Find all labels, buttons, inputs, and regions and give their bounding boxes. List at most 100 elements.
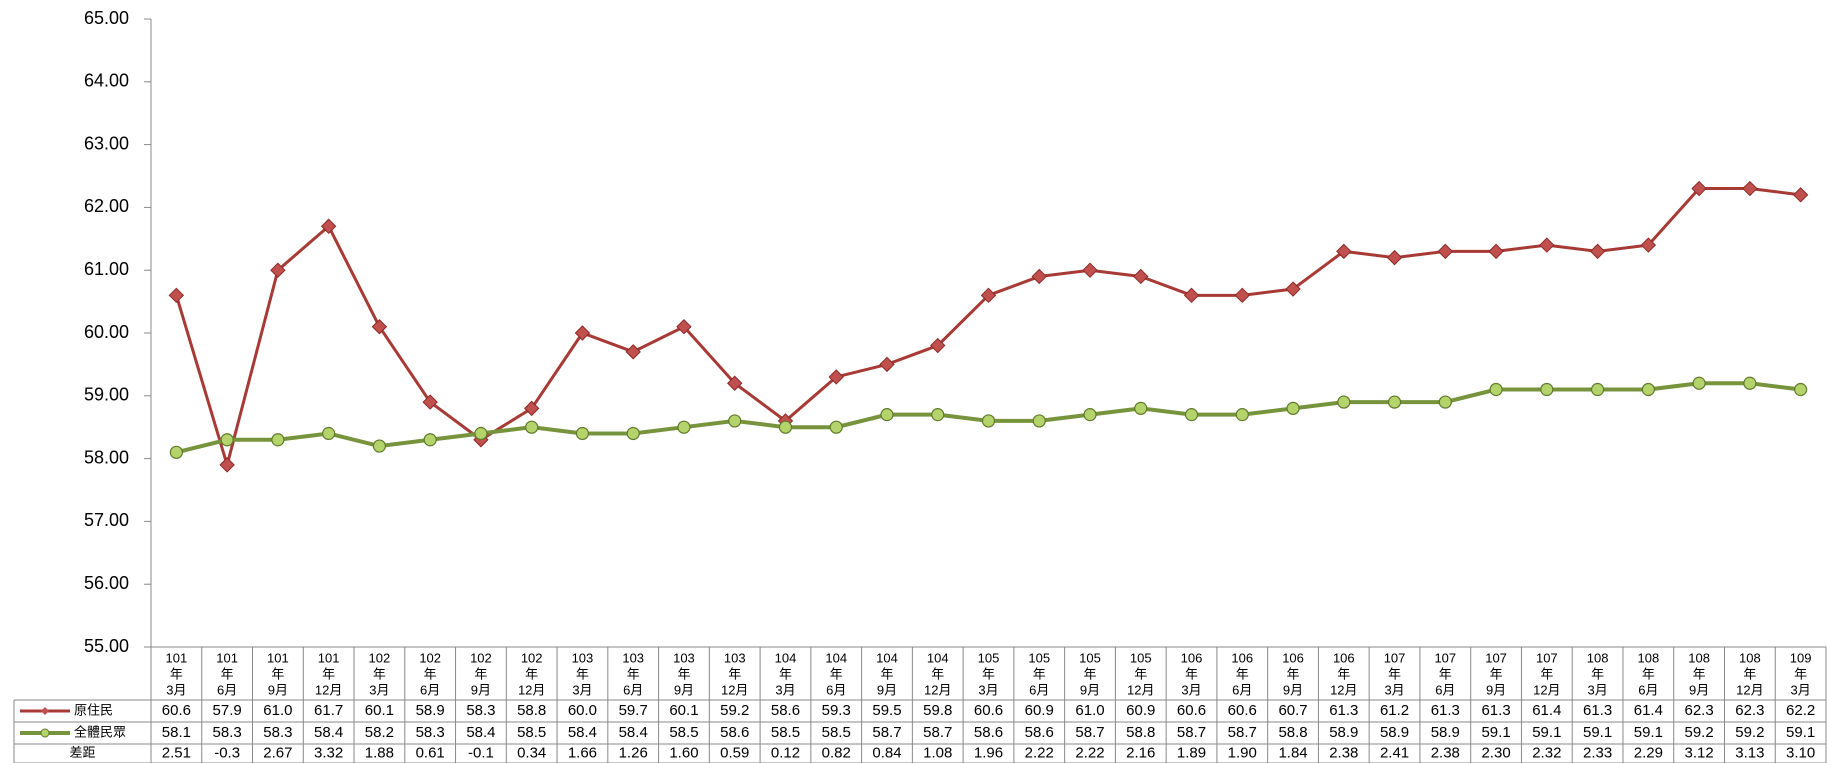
table-value: 61.3 [1329, 702, 1358, 719]
table-value: 2.67 [263, 744, 292, 761]
point-marker [829, 420, 843, 434]
table-value: 1.90 [1228, 744, 1257, 761]
x-tick-label: 12月 [1533, 682, 1560, 697]
point-marker [1590, 382, 1605, 397]
table-value: 2.29 [1634, 744, 1663, 761]
table-value: 0.12 [771, 744, 800, 761]
x-tick-label: 102 [470, 650, 492, 665]
table-value: 0.84 [872, 744, 901, 761]
y-tick-label: 63.00 [84, 133, 129, 153]
point-marker [1437, 243, 1454, 260]
table-value: 59.1 [1583, 724, 1612, 741]
point-marker [1387, 395, 1402, 409]
point-marker [1438, 395, 1452, 409]
table-value: 58.6 [974, 724, 1003, 741]
table-value: 1.88 [365, 744, 394, 761]
y-tick-label: 59.00 [84, 385, 129, 405]
x-tick-label: 103 [622, 650, 644, 665]
table-value: 59.7 [619, 702, 648, 719]
x-tick-label: 107 [1536, 650, 1558, 665]
x-tick-label: 3月 [1384, 682, 1404, 697]
legend-marker [41, 707, 49, 715]
x-tick-label: 年 [982, 666, 995, 681]
table-value: 2.38 [1431, 744, 1460, 761]
table-value: 59.5 [872, 702, 901, 719]
point-marker [1743, 376, 1757, 390]
y-tick-label: 61.00 [84, 259, 129, 279]
x-tick-label: 103 [572, 650, 594, 665]
x-tick-label: 107 [1485, 650, 1507, 665]
table-value: 60.6 [974, 702, 1003, 719]
x-tick-label: 9月 [877, 682, 897, 697]
y-tick-label: 65.00 [84, 8, 129, 28]
table-value: 2.16 [1126, 744, 1155, 761]
table-value: 2.51 [162, 744, 191, 761]
x-tick-label: 12月 [924, 682, 951, 697]
table-value: 59.1 [1481, 724, 1510, 741]
point-marker [372, 439, 387, 453]
table-value: 61.0 [263, 702, 292, 719]
x-tick-label: 年 [474, 666, 487, 681]
x-tick-label: 109 [1790, 650, 1812, 665]
table-value: 61.3 [1431, 702, 1460, 719]
table-value: 3.12 [1685, 744, 1714, 761]
table-value: 59.1 [1786, 724, 1815, 741]
point-marker [1031, 268, 1047, 285]
point-marker [1235, 408, 1249, 422]
x-tick-label: 年 [170, 666, 183, 681]
point-marker [930, 337, 946, 354]
table-value: 3.32 [314, 744, 343, 761]
table-value: 58.6 [720, 724, 749, 741]
point-marker [1234, 287, 1250, 304]
table-value: 58.7 [872, 724, 901, 741]
y-tick-label: 58.00 [84, 447, 129, 467]
x-tick-label: 104 [927, 650, 949, 665]
x-tick-label: 9月 [471, 682, 491, 697]
table-value: 58.8 [1278, 724, 1307, 741]
table-value: 60.6 [1228, 702, 1257, 719]
x-tick-label: 年 [1287, 666, 1300, 681]
table-value: 3.10 [1786, 744, 1815, 761]
table-value: 59.1 [1634, 724, 1663, 741]
point-marker [1336, 243, 1352, 260]
point-marker [879, 356, 895, 373]
point-marker [676, 319, 692, 335]
x-tick-label: 103 [724, 650, 746, 665]
table-value: 58.5 [822, 724, 851, 741]
point-marker [1285, 281, 1301, 297]
x-tick-label: 106 [1181, 650, 1203, 665]
x-tick-label: 3月 [572, 682, 592, 697]
point-marker [169, 445, 183, 459]
table-value: 58.5 [771, 724, 800, 741]
point-marker [1792, 187, 1809, 203]
x-tick-label: 107 [1384, 650, 1406, 665]
table-value: 60.6 [162, 702, 191, 719]
x-tick-label: 102 [419, 650, 441, 665]
table-value: 2.22 [1075, 744, 1104, 761]
table-value: 2.33 [1583, 744, 1612, 761]
point-marker [1032, 414, 1046, 428]
table-value: 58.7 [1177, 724, 1206, 741]
x-tick-label: 3月 [1181, 682, 1201, 697]
x-tick-label: 年 [1540, 666, 1553, 681]
x-tick-label: 12月 [518, 682, 545, 697]
table-value: 61.0 [1075, 702, 1104, 719]
x-tick-label: 12月 [1736, 682, 1763, 697]
x-tick-label: 6月 [217, 682, 237, 697]
table-value: 58.1 [162, 724, 191, 741]
table-value: 59.3 [822, 702, 851, 719]
table-value: 58.4 [466, 724, 495, 741]
x-tick-label: 3月 [1587, 682, 1607, 697]
x-tick-label: 108 [1637, 650, 1659, 665]
point-marker [474, 426, 488, 441]
x-tick-label: 105 [978, 650, 1000, 665]
x-tick-label: 12月 [1127, 682, 1154, 697]
x-tick-label: 9月 [268, 682, 288, 697]
table-value: 61.3 [1583, 702, 1612, 719]
x-tick-label: 3月 [1791, 682, 1811, 697]
point-marker [981, 414, 996, 428]
x-tick-label: 108 [1739, 650, 1761, 665]
x-tick-label: 9月 [1689, 682, 1709, 697]
table-value: 58.7 [923, 724, 952, 741]
x-tick-label: 106 [1333, 650, 1355, 665]
